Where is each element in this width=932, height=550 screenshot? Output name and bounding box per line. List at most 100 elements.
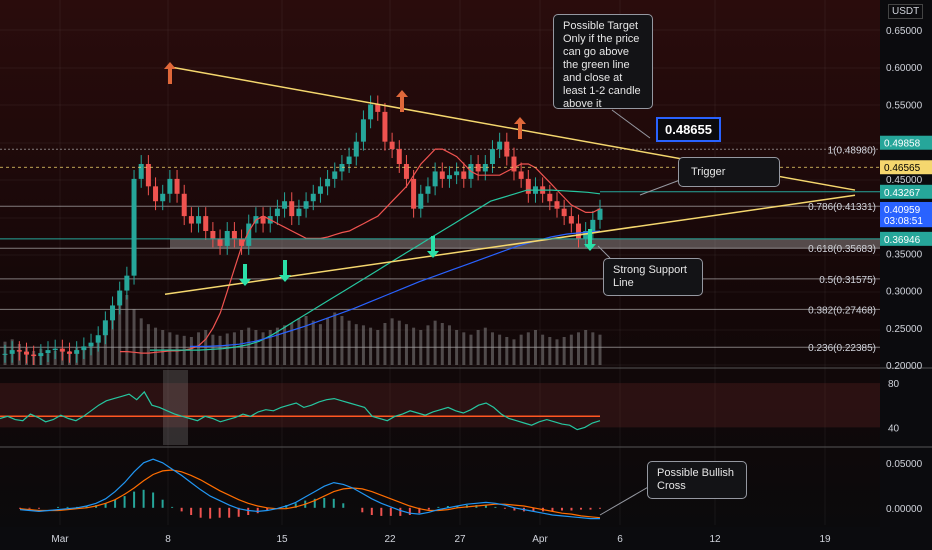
fib-label: 0.5(0.31575) [819, 275, 876, 286]
price-label-text: 03:08:51 [884, 216, 923, 227]
candle-body [45, 350, 51, 354]
time-tick: Apr [532, 534, 548, 545]
candle-body [59, 348, 65, 352]
price-tick: 0.65000 [886, 26, 923, 37]
candle-body [81, 346, 87, 351]
arrow-head [514, 117, 526, 124]
fib-label: 1(0.48980) [828, 145, 876, 156]
candle-body [110, 305, 116, 321]
volume-bar [225, 333, 229, 365]
time-tick: 8 [165, 534, 171, 545]
arrow-head [279, 275, 291, 282]
arrow-head [396, 90, 408, 97]
candle-body [102, 320, 108, 336]
candle-body [561, 208, 567, 217]
trigger-note: Trigger [678, 157, 780, 187]
candle-body [167, 178, 173, 194]
volume-bar [383, 323, 387, 365]
arrow-head [164, 62, 176, 69]
volume-bar [404, 324, 408, 365]
time-tick: 12 [709, 534, 721, 545]
price-tick: 0.35000 [886, 249, 923, 260]
candle-body [518, 171, 524, 179]
ma-mid-line [150, 189, 601, 351]
fib-label: 0.236(0.22385) [808, 343, 876, 354]
candle-body [38, 353, 44, 357]
candle-body [138, 164, 144, 179]
volume-bar [447, 325, 451, 365]
volume-bar [197, 332, 201, 365]
volume-bar [111, 318, 115, 365]
volume-bar [340, 316, 344, 365]
plot-background [0, 0, 880, 550]
volume-bar [318, 324, 322, 365]
volume-bar [326, 318, 330, 365]
volume-bar [548, 337, 552, 365]
volume-bar [103, 330, 107, 365]
ascending-trendline [164, 194, 856, 296]
volume-bar [426, 325, 430, 365]
price-label-badge [880, 231, 932, 246]
connector [639, 179, 681, 196]
fib-label: 0.618(0.35683) [808, 244, 876, 255]
candle-body [461, 171, 467, 179]
volume-bar [490, 332, 494, 365]
candle-body [597, 208, 603, 220]
candle-body [317, 186, 323, 194]
volume-bar [96, 339, 100, 365]
candle-body [382, 111, 388, 142]
candle-body [583, 231, 589, 239]
volume-bar [369, 327, 373, 365]
candle-body [489, 149, 495, 164]
arrow-head [239, 279, 251, 286]
candle-body [174, 178, 180, 194]
rsi-highlight [163, 370, 188, 445]
volume-bar [168, 332, 172, 365]
time-axis-background [0, 527, 932, 550]
candle-body [16, 350, 22, 352]
volume-bar [240, 330, 244, 365]
candle-body [590, 219, 596, 231]
candle-body [511, 156, 517, 172]
volume-bar [440, 323, 444, 365]
volume-bar [397, 320, 401, 365]
candle-body [274, 208, 280, 217]
rsi-pane [0, 370, 880, 445]
candle-body [547, 193, 553, 202]
rsi-tick: 40 [888, 423, 900, 434]
volume-bar [283, 325, 287, 365]
candle-body [24, 351, 30, 355]
volume-bar [254, 330, 258, 365]
candle-body [117, 290, 123, 306]
candle-body [403, 164, 409, 179]
volume-bar [218, 335, 222, 365]
volume-bar [290, 323, 294, 365]
connector [611, 109, 651, 139]
macd-tick: 0.00000 [886, 504, 923, 515]
candle-body [439, 171, 445, 179]
candle-body [475, 164, 481, 172]
volume-bar [333, 312, 337, 365]
candle-body [2, 353, 8, 355]
candle-body [575, 223, 581, 239]
candle-body [389, 141, 395, 150]
candle-body [482, 164, 488, 172]
price-label-badge [880, 135, 932, 150]
volume-bar [591, 332, 595, 365]
candles [2, 95, 603, 365]
candle-body [196, 216, 202, 224]
volume-bar [261, 332, 265, 365]
currency-label: USDT [888, 4, 924, 19]
candle-body [368, 104, 374, 120]
price-label-badge [880, 184, 932, 199]
price-tick: 0.25000 [886, 324, 923, 335]
volume-bar [512, 339, 516, 365]
candle-body [160, 193, 166, 202]
candle-body [124, 275, 130, 291]
macd-line [19, 458, 600, 520]
candle-body [425, 186, 431, 194]
price-label-text: 0.49858 [884, 139, 921, 150]
volume-bar [247, 327, 251, 365]
target-note: Possible Target Only if the price can go… [553, 14, 653, 110]
volume-bar [146, 324, 150, 365]
